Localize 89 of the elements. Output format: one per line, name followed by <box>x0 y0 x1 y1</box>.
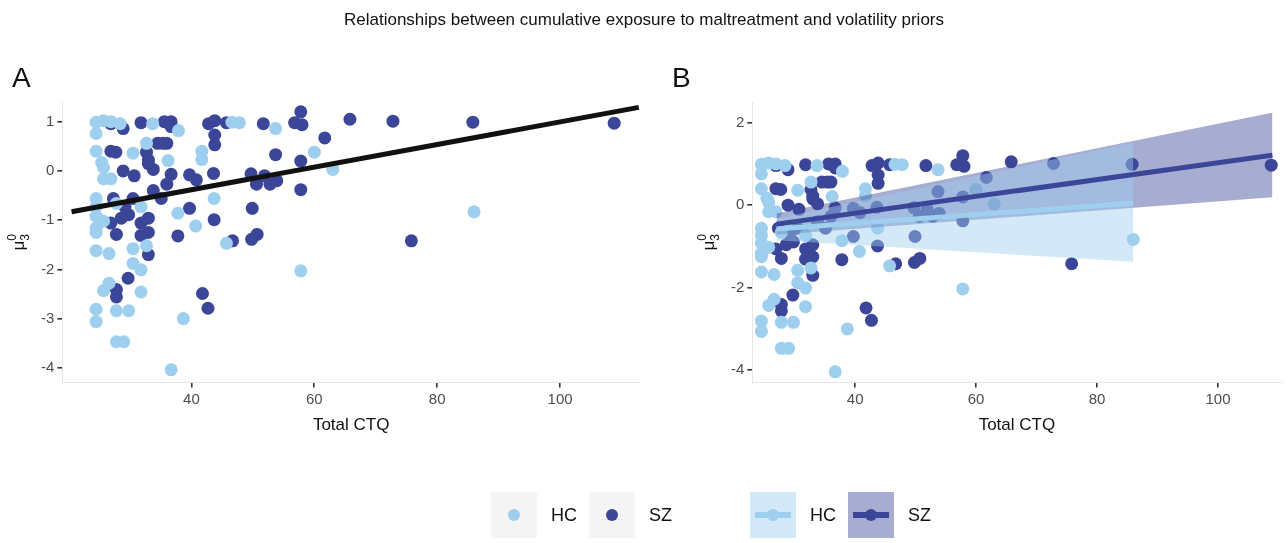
point <box>810 159 824 173</box>
point <box>89 302 103 316</box>
y-tick-label: 2 <box>735 112 745 130</box>
point <box>1126 232 1140 246</box>
point <box>835 164 849 178</box>
point <box>176 312 190 326</box>
point <box>126 242 140 256</box>
point <box>786 315 800 329</box>
point <box>189 219 203 233</box>
point <box>171 206 185 220</box>
point <box>754 182 768 196</box>
y-tick-label: -4 <box>40 357 55 375</box>
point <box>467 205 481 219</box>
point <box>109 304 123 318</box>
y-tick-label: -2 <box>40 259 55 277</box>
point <box>134 263 148 277</box>
point <box>931 163 945 177</box>
point <box>799 281 813 295</box>
point <box>774 315 788 329</box>
point <box>799 228 813 242</box>
point <box>171 124 185 138</box>
point <box>97 214 111 228</box>
point <box>754 324 768 338</box>
point <box>804 261 818 275</box>
x-axis-title: Total CTQ <box>312 415 390 435</box>
x-tick-label: 80 <box>1088 389 1106 407</box>
legend-label: SZ <box>648 504 672 526</box>
y-tick-label: -4 <box>730 360 745 378</box>
point <box>754 265 768 279</box>
point <box>825 190 839 203</box>
point <box>791 183 805 197</box>
point <box>767 267 781 281</box>
point <box>791 263 805 277</box>
point <box>840 322 854 336</box>
point <box>219 236 233 250</box>
point <box>883 259 897 273</box>
chart-title: Relationships between cumulative exposure to maltreatment and volatility priors <box>343 10 945 30</box>
point <box>799 300 813 314</box>
x-tick-label: 60 <box>967 389 985 407</box>
legend-label: HC <box>550 504 577 526</box>
legend-label: SZ <box>908 504 932 526</box>
y-tick-label: 0 <box>735 195 745 213</box>
point <box>102 247 116 261</box>
y-tick-label: -1 <box>40 210 55 228</box>
point <box>140 239 154 253</box>
y-tick-label: 0 <box>45 161 55 179</box>
point <box>89 244 103 258</box>
point <box>307 145 321 159</box>
point <box>778 159 792 173</box>
point <box>97 284 111 298</box>
point <box>164 363 178 377</box>
point <box>89 315 103 329</box>
point <box>804 175 818 189</box>
point <box>828 365 842 379</box>
legend-label: HC <box>810 504 836 526</box>
x-tick-label: 60 <box>305 389 323 407</box>
point <box>835 234 849 248</box>
point <box>140 136 154 150</box>
x-tick-label: 80 <box>428 389 446 407</box>
point <box>852 244 866 258</box>
point <box>122 304 136 318</box>
point <box>134 200 148 214</box>
point <box>134 285 148 299</box>
x-tick-label: 100 <box>547 389 573 407</box>
point <box>269 122 283 136</box>
point <box>294 264 308 278</box>
point <box>207 191 221 205</box>
x-tick-label: 100 <box>1205 389 1231 407</box>
y-tick-label: 1 <box>45 111 55 129</box>
chart-subtitle: A <box>12 62 31 94</box>
point <box>754 167 768 181</box>
point <box>113 117 127 131</box>
point <box>89 144 103 158</box>
point <box>161 154 175 168</box>
y-tick-label: -2 <box>730 277 745 295</box>
point <box>987 197 1001 211</box>
x-tick-label: 40 <box>183 389 200 407</box>
point <box>89 127 103 141</box>
point <box>195 153 209 167</box>
point <box>126 146 140 160</box>
chart-subtitle: B <box>672 62 691 94</box>
y-tick-label: -3 <box>40 308 55 326</box>
y-axis-title: μ30 <box>5 233 32 251</box>
x-tick-label: 40 <box>846 389 864 407</box>
point <box>146 117 160 131</box>
point <box>762 298 776 312</box>
y-axis-title: μ30 <box>695 233 722 251</box>
x-axis-title: Total CTQ <box>978 415 1056 435</box>
point <box>956 282 970 296</box>
